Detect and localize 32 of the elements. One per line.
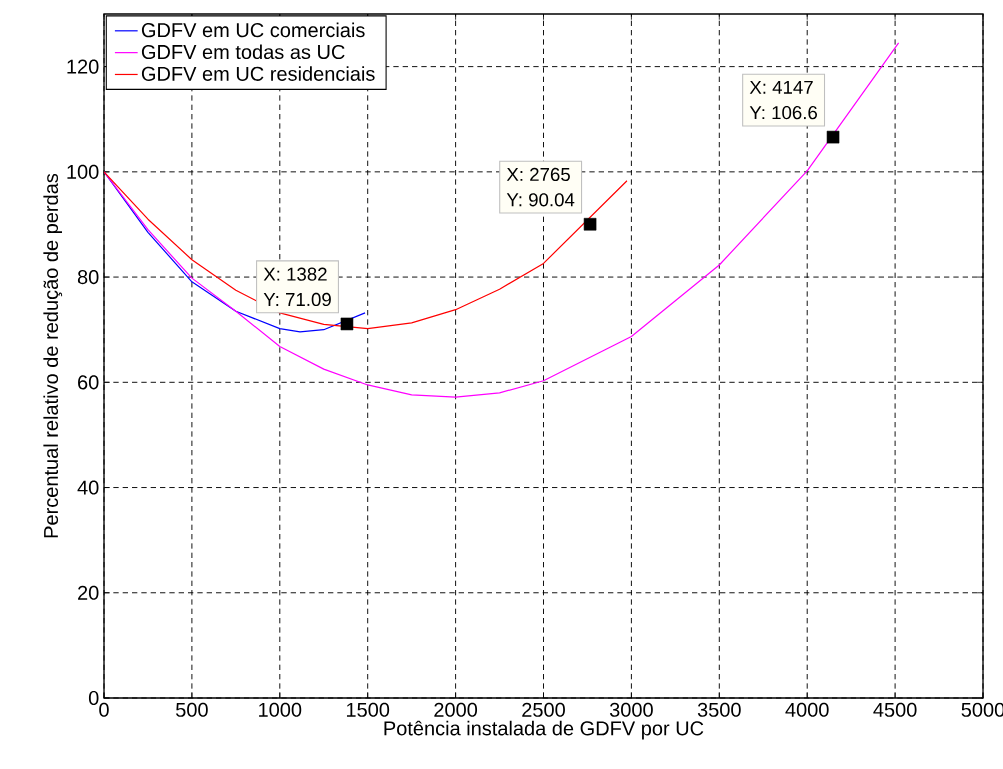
point [340,317,354,331]
x-tick-label: 1500 [346,702,390,717]
x-tick-label: 3000 [609,702,653,717]
y-tick-label: 80 [77,269,99,285]
y-tick-label: 20 [78,585,99,600]
y-tick-label: 0 [88,690,99,706]
y-tick-label: 60 [78,375,99,390]
legend-label: GDFV em UC comerciais [141,22,365,38]
annotation: X: 1382 [263,267,327,281]
x-tick-label: 4000 [785,702,829,717]
x-tick-label: 2500 [522,702,565,717]
x-tick-label: 1000 [259,702,302,717]
annotation: X: 4147 [749,80,813,94]
y-tick-label: 40 [77,480,99,495]
line-series [104,42,900,398]
x-tick-label: 3500 [697,702,741,717]
annotation: X: 2765 [506,167,570,182]
x-tick-label: 0 [99,702,109,717]
x-tick-label: 2000 [434,702,478,717]
x-tick-label: 4500 [873,702,917,717]
x-axis-title: Potência instalada de GDFV por UC [384,720,704,740]
annotation: Y: 106.6 [749,106,818,120]
y-tick-label: 120 [67,59,99,74]
annotation: Y: 71.09 [263,292,331,307]
legend-label: GDFV em todas as UC [141,44,345,60]
y-axis-title: Percentual relativo de redução de perdas [43,173,63,538]
point [826,130,840,144]
point [583,217,597,231]
x-tick-label: 500 [176,702,208,717]
annotation: Y: 90.04 [506,193,575,207]
legend-label: GDFV em UC residenciais [141,66,375,81]
y-tick-label: 100 [67,164,99,179]
